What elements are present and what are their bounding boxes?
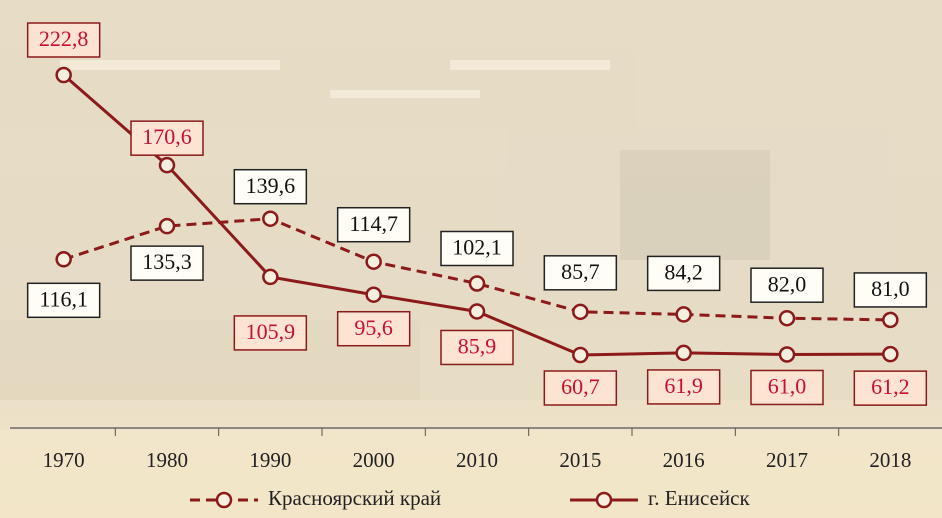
x-tick-label: 2017: [766, 448, 808, 472]
data-label: 81,0: [871, 276, 910, 301]
chart: Красноярский край г. Енисейск 1970 1980 199…: [0, 0, 942, 518]
legend-marker: [217, 493, 231, 507]
point: [160, 158, 174, 172]
x-tick-label: 1980: [146, 448, 188, 472]
legend-marker: [597, 493, 611, 507]
background-photo: [0, 0, 942, 430]
data-label: 60,7: [561, 374, 600, 399]
data-label: 105,9: [246, 319, 296, 344]
data-label: 85,7: [561, 259, 600, 284]
point: [57, 252, 71, 266]
data-label: 222,8: [39, 26, 89, 51]
point: [677, 346, 691, 360]
point: [573, 305, 587, 319]
point: [57, 68, 71, 82]
data-label: 84,2: [664, 259, 703, 284]
data-label: 82,0: [768, 271, 807, 296]
x-tick-label: 2015: [559, 448, 601, 472]
point: [677, 307, 691, 321]
point: [573, 348, 587, 362]
data-label: 85,9: [458, 334, 497, 359]
x-tick-label: 2010: [456, 448, 498, 472]
legend-label: г. Енисейск: [648, 486, 751, 510]
data-label: 139,6: [246, 173, 296, 198]
data-label: 102,1: [452, 235, 502, 260]
x-tick-label: 2018: [869, 448, 911, 472]
x-tick-label: 2016: [663, 448, 705, 472]
x-tick-label: 1970: [43, 448, 85, 472]
data-label: 114,7: [349, 211, 398, 236]
point: [470, 276, 484, 290]
point: [470, 304, 484, 318]
x-tick-label: 2000: [353, 448, 395, 472]
point: [160, 219, 174, 233]
point: [263, 270, 277, 284]
point: [367, 288, 381, 302]
point: [263, 212, 277, 226]
legend-label: Красноярский край: [268, 486, 441, 510]
point: [883, 347, 897, 361]
point: [883, 313, 897, 327]
data-label: 61,0: [768, 374, 807, 399]
data-label: 95,6: [354, 315, 393, 340]
data-label: 61,9: [664, 373, 703, 398]
x-tick-label: 1990: [249, 448, 291, 472]
point: [780, 347, 794, 361]
data-label: 135,3: [142, 249, 192, 274]
data-label: 116,1: [39, 286, 88, 311]
point: [780, 311, 794, 325]
point: [367, 255, 381, 269]
data-label: 61,2: [871, 374, 910, 399]
data-label: 170,6: [142, 124, 192, 149]
